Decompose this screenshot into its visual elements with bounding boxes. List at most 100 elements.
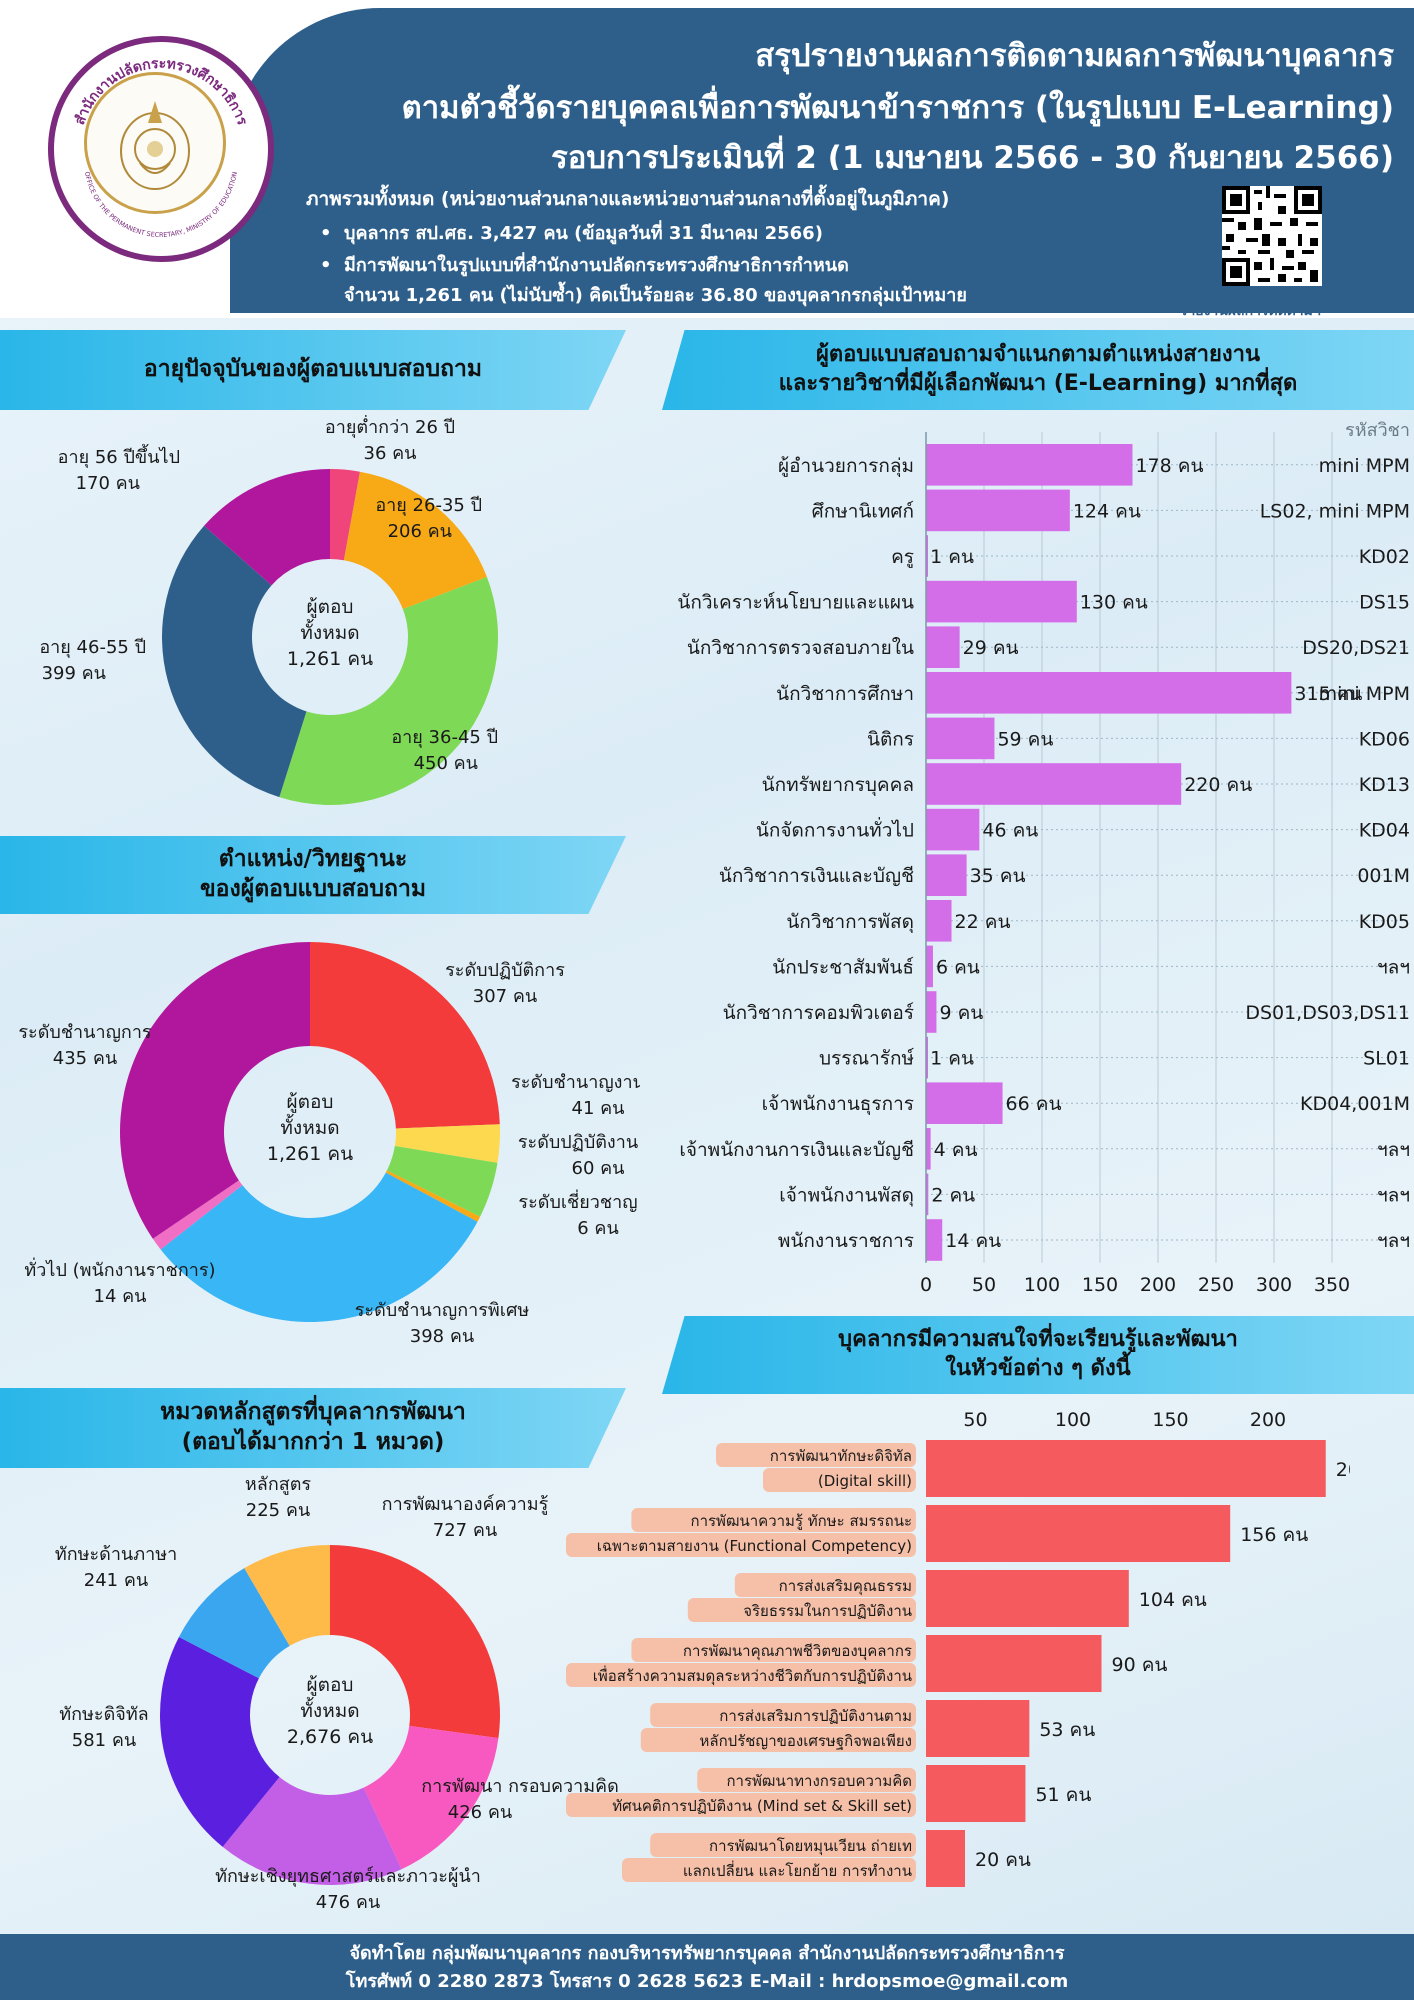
slice-value-label: 14 คน [94, 1286, 147, 1307]
donut-slice [386, 1145, 498, 1217]
section-title-interest-bar-line-1: บุคลากรมีความสนใจที่จะเรียนรู้และพัฒนา [838, 1327, 1238, 1353]
category-label: ศึกษานิเทศก์ [812, 500, 914, 522]
bar [926, 1700, 1030, 1757]
category-label-bg [734, 1573, 916, 1597]
bar-value-label: 14 คน [945, 1230, 1001, 1252]
category-label: การพัฒนาความรู้ ทักษะ สมรรถนะ [691, 1512, 913, 1530]
donut-slice [363, 1725, 499, 1870]
bar-value-label: 1 คน [930, 1048, 974, 1070]
x-tick-label: 300 [1256, 1274, 1292, 1296]
slice-label: ทั่วไป (พนักงานราชการ) [24, 1257, 215, 1281]
category-label-bg [716, 1443, 916, 1467]
footer-line-1: จัดทำโดย กลุ่มพัฒนาบุคลากร กองบริหารทรัพ… [349, 1943, 1065, 1964]
section-title-interest-bar: บุคลากรมีความสนใจที่จะเรียนรู้และพัฒนาใน… [838, 1326, 1238, 1383]
x-tick-label: 0 [920, 1274, 932, 1296]
bar-value-label: 178 คน [1135, 455, 1203, 477]
category-label-bg [566, 1663, 916, 1687]
section-header-course: หมวดหลักสูตรที่บุคลากรพัฒนา (ตอบได้มากกว่… [0, 1388, 626, 1468]
bar-value-label: 124 คน [1073, 500, 1141, 522]
bar [926, 763, 1182, 805]
emblem-icon [120, 101, 190, 190]
slice-value-label: 450 คน [414, 753, 478, 774]
category-label: เจ้าพนักงานพัสดุ [779, 1184, 914, 1207]
x-tick-label: 50 [972, 1274, 996, 1296]
category-label-bg [631, 1508, 916, 1532]
category-label: นักวิชาการศึกษา [776, 683, 914, 705]
donut-slice [394, 1124, 500, 1163]
slice-value-label: 307 คน [473, 986, 537, 1007]
x-tick-label: 200 [1140, 1274, 1176, 1296]
category-label-bg [650, 1703, 916, 1727]
slice-value-label: 206 คน [388, 521, 452, 542]
category-label: หลักปรัชญาของเศรษฐกิจพอเพียง [700, 1732, 912, 1750]
category-label: แลกเปลี่ยน และโยกย้าย การทำงาน [683, 1860, 912, 1880]
course-code-label: mini MPM [1319, 683, 1410, 705]
category-label: การส่งเสริมการปฏิบัติงานตาม [719, 1707, 912, 1725]
section-header-age: อายุปัจจุบันของผู้ตอบแบบสอบถาม [0, 330, 626, 410]
bar [926, 672, 1292, 714]
course-code-label: ฯลฯ [1377, 956, 1410, 978]
donut-center-label: ผู้ตอบ [307, 1674, 354, 1696]
donut-slice [152, 1180, 243, 1250]
category-label-bg [650, 1833, 916, 1857]
slice-label: อายุ 36-45 ปี [391, 727, 498, 748]
donut-slice [244, 1545, 330, 1646]
bar [926, 1570, 1129, 1627]
section-title-position: ตำแหน่ง/วิทยฐานะ ของผู้ตอบแบบสอบถาม [200, 845, 426, 905]
category-label: เจ้าพนักงานธุรการ [762, 1093, 914, 1116]
slice-label: ทักษะดิจิทัล [59, 1704, 148, 1725]
course-code-label: KD06 [1359, 728, 1410, 750]
bar [926, 1635, 1102, 1692]
category-label: นักวิชาการตรวจสอบภายใน [687, 637, 914, 659]
bar-value-label: 130 คน [1080, 592, 1148, 614]
course-code-label: ฯลฯ [1377, 1230, 1410, 1252]
category-label-bg [640, 1728, 916, 1752]
course-code-label: LS02, mini MPM [1260, 500, 1410, 522]
slice-label: ระดับชำนาญงาน [511, 1072, 640, 1093]
x-tick-label: 150 [1152, 1409, 1188, 1431]
category-label: นักประชาสัมพันธ์ [772, 956, 914, 978]
x-tick-label: 250 [1198, 1274, 1234, 1296]
bar [926, 626, 960, 668]
qr-code-icon[interactable] [1222, 186, 1322, 286]
section-title-interest-bar-line-2: ในหัวข้อต่าง ๆ ดังนี้ [945, 1356, 1131, 1381]
bar [926, 945, 933, 988]
donut-slice [343, 471, 487, 610]
slice-value-label: 60 คน [572, 1158, 625, 1179]
bar-value-label: 35 คน [970, 865, 1026, 887]
interest-bar-chart: 50 100 150 200 205 คน การพัฒนาทักษะดิจิทัล (Di… [566, 1409, 1350, 1887]
donut-slice [330, 469, 360, 561]
overview-bullet-1-text: บุคลากร สป.ศธ. 3,427 คน (ข้อมูลวันที่ 31… [344, 223, 823, 244]
footer-line-2: โทรศัพท์ 0 2280 2873 โทรสาร 0 2628 5623 … [345, 1971, 1069, 1992]
bar [926, 1765, 1026, 1822]
slice-label: การพัฒนา กรอบความคิด [421, 1776, 619, 1797]
slice-label: ทักษะด้านภาษา [55, 1544, 177, 1565]
donut-slice [222, 1777, 402, 1885]
bar-value-label: 29 คน [963, 637, 1019, 659]
slice-value-label: 398 คน [410, 1326, 474, 1347]
bar-value-label: 104 คน [1139, 1589, 1207, 1611]
bar-value-label: 4 คน [934, 1139, 978, 1161]
bar [926, 808, 980, 851]
slice-label: อายุ 26-35 ปี [375, 495, 482, 516]
course-code-label: ฯลฯ [1377, 1139, 1410, 1161]
donut-center-total: 1,261 คน [267, 1143, 353, 1165]
overview-bullet-2: • มีการพัฒนาในรูปแบบที่สำนักงานปลัดกระทร… [320, 255, 849, 276]
bar [926, 489, 1070, 532]
donut-center-label: ผู้ตอบ [307, 596, 354, 618]
bar [926, 854, 967, 896]
slice-value-label: 170 คน [76, 473, 140, 494]
donut-slice [310, 942, 500, 1129]
slice-label: ระดับเชี่ยวชาญ [518, 1189, 637, 1213]
bar-value-label: 1 คน [930, 546, 974, 568]
slice-value-label: 727 คน [433, 1520, 497, 1541]
category-label: การพัฒนาโดยหมุนเวียน ถ่ายเท [709, 1837, 912, 1856]
bar-value-label: 6 คน [936, 956, 980, 978]
section-title-course: หมวดหลักสูตรที่บุคลากรพัฒนา (ตอบได้มากกว่… [160, 1398, 466, 1458]
category-label: การพัฒนาทางกรอบความคิด [726, 1772, 912, 1790]
category-label: นักวิชาการคอมพิวเตอร์ [723, 1002, 914, 1024]
slice-label: อายุต่ำกว่า 26 ปี [325, 415, 455, 438]
header-overview-panel [230, 170, 1160, 310]
